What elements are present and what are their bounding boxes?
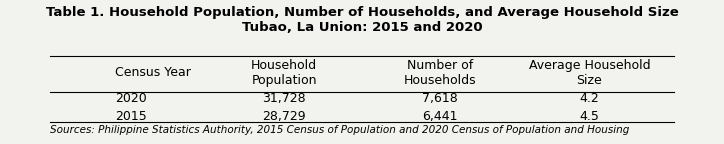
Text: Household
Population: Household Population	[251, 59, 317, 87]
Text: 6,441: 6,441	[422, 110, 458, 123]
Text: 2020: 2020	[115, 92, 147, 105]
Text: Table 1. Household Population, Number of Households, and Average Household Size
: Table 1. Household Population, Number of…	[46, 6, 678, 34]
Text: 28,729: 28,729	[262, 110, 306, 123]
Text: Sources: Philippine Statistics Authority, 2015 Census of Population and 2020 Cen: Sources: Philippine Statistics Authority…	[50, 125, 630, 135]
Text: Number of
Households: Number of Households	[404, 59, 476, 87]
Text: Average Household
Size: Average Household Size	[529, 59, 650, 87]
Text: 4.2: 4.2	[579, 92, 599, 105]
Text: Census Year: Census Year	[115, 66, 191, 79]
Text: 4.5: 4.5	[579, 110, 599, 123]
Text: 2015: 2015	[115, 110, 147, 123]
Text: 31,728: 31,728	[262, 92, 306, 105]
Text: 7,618: 7,618	[422, 92, 458, 105]
